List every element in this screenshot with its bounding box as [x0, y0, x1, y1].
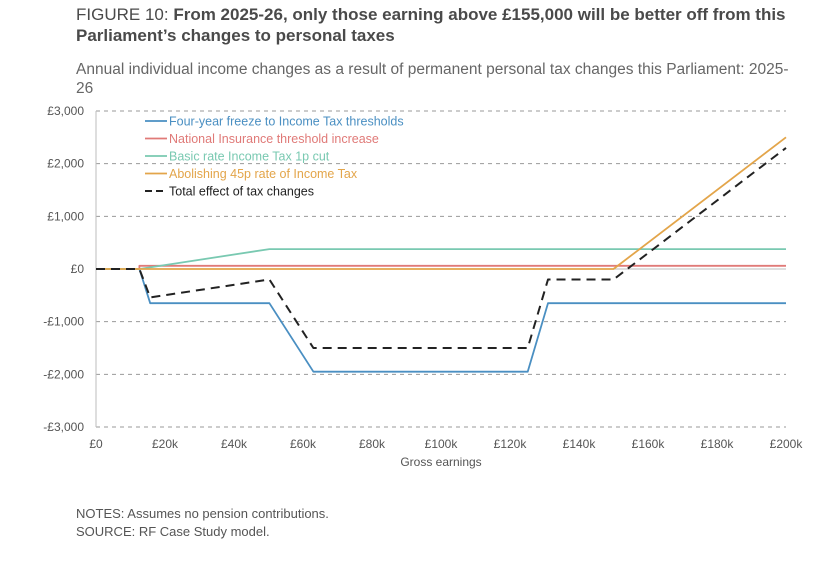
- figure-label: FIGURE 10:: [76, 5, 169, 24]
- legend-label: Four-year freeze to Income Tax threshold…: [169, 115, 404, 129]
- y-tick-label: £1,000: [47, 209, 84, 223]
- y-tick-label: £0: [71, 262, 85, 276]
- legend-label: Basic rate Income Tax 1p cut: [169, 150, 330, 164]
- y-tick-label: £3,000: [47, 104, 84, 118]
- x-tick-label: £100k: [425, 437, 459, 451]
- series-line: [96, 136, 787, 270]
- x-tick-label: £0: [89, 437, 103, 451]
- series-layer: [96, 136, 787, 373]
- notes-text: NOTES: Assumes no pension contributions.: [76, 506, 329, 521]
- figure-title: From 2025-26, only those earning above £…: [76, 5, 786, 45]
- x-axis-label: Gross earnings: [400, 455, 481, 469]
- x-tick-label: £160k: [632, 437, 666, 451]
- legend-label: Total effect of tax changes: [169, 185, 314, 199]
- y-tick-label: £2,000: [47, 157, 84, 171]
- source-text: SOURCE: RF Case Study model.: [76, 524, 270, 539]
- x-tick-label: £20k: [152, 437, 179, 451]
- y-tick-label: -£2,000: [43, 367, 84, 381]
- y-tick-label: -£1,000: [43, 315, 84, 329]
- x-tick-label: £200k: [770, 437, 804, 451]
- x-tick-label: £180k: [701, 437, 735, 451]
- x-tick-label: £120k: [494, 437, 528, 451]
- series-line: [96, 147, 787, 349]
- series-line: [96, 268, 786, 373]
- chart-subtitle: Annual individual income changes as a re…: [76, 61, 789, 97]
- x-tick-label: £140k: [563, 437, 597, 451]
- x-tick-label: £60k: [290, 437, 317, 451]
- y-tick-label: -£3,000: [43, 420, 84, 434]
- grid-layer: [96, 110, 786, 428]
- legend-label: Abolishing 45p rate of Income Tax: [169, 167, 358, 181]
- chart-title: FIGURE 10: From 2025-26, only those earn…: [76, 4, 806, 46]
- notes-block: NOTES: Assumes no pension contributions.…: [76, 505, 329, 541]
- legend-label: National Insurance threshold increase: [169, 132, 379, 146]
- x-tick-label: £80k: [359, 437, 386, 451]
- legend: Four-year freeze to Income Tax threshold…: [145, 115, 404, 199]
- x-tick-label: £40k: [221, 437, 248, 451]
